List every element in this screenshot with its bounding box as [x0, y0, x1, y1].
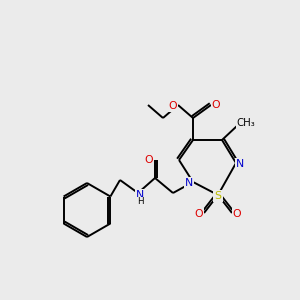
Text: N: N	[136, 190, 144, 200]
Text: O: O	[145, 155, 153, 165]
Text: O: O	[195, 209, 203, 219]
Text: N: N	[185, 178, 193, 188]
Text: N: N	[236, 159, 244, 169]
Text: O: O	[233, 209, 241, 219]
Text: S: S	[214, 191, 221, 201]
Text: CH₃: CH₃	[237, 118, 255, 128]
Text: O: O	[169, 101, 177, 111]
Text: O: O	[212, 100, 220, 110]
Text: H: H	[137, 197, 143, 206]
